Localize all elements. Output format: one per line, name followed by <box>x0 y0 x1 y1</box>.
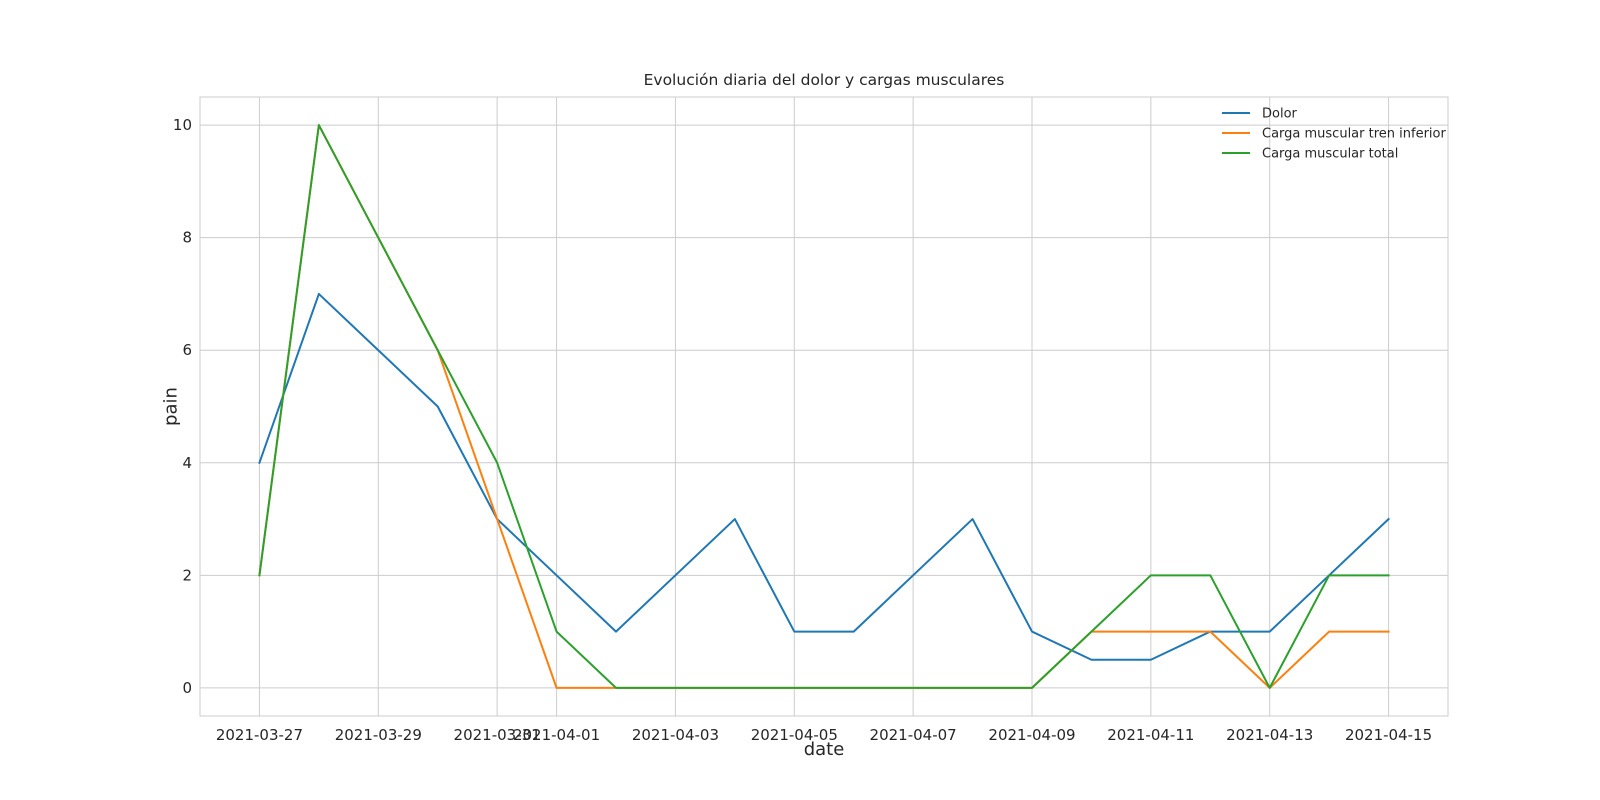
legend-label: Carga muscular tren inferior <box>1262 127 1446 142</box>
legend: Dolor Carga muscular tren inferior Carga m… <box>1222 107 1446 162</box>
y-tick-label: 0 <box>182 679 192 697</box>
plot-frame <box>199 96 1449 717</box>
series-lines <box>258 124 1390 689</box>
grid <box>200 97 1448 716</box>
y-tick-label: 4 <box>182 454 192 472</box>
y-tick-label: 6 <box>182 341 192 359</box>
x-tick-label: 2021-04-15 <box>1345 726 1432 744</box>
x-tick-label: 2021-04-03 <box>632 726 719 744</box>
y-tick-label: 2 <box>182 566 192 584</box>
x-tick-label: 2021-04-11 <box>1107 726 1194 744</box>
y-tick-label: 8 <box>182 229 192 247</box>
legend-label: Dolor <box>1262 107 1298 122</box>
x-tick-label: 2021-04-05 <box>751 726 838 744</box>
y-tick-label: 10 <box>173 116 192 134</box>
x-tick-label: 2021-04-09 <box>988 726 1075 744</box>
chart-title: Evolución diaria del dolor y cargas musc… <box>644 71 1005 89</box>
x-axis-label: date <box>804 739 845 760</box>
x-tick-label: 2021-03-29 <box>335 726 422 744</box>
x-tick-label: 2021-04-07 <box>870 726 957 744</box>
legend-label: Carga muscular total <box>1262 147 1398 162</box>
x-tick-label: 2021-03-31 <box>454 726 541 744</box>
tick-labels: 2021-03-27 2021-03-29 2021-03-312021-04-01… <box>173 116 1432 744</box>
series-line-3 <box>258 124 1390 689</box>
x-tick-label: 2021-04-01 <box>513 726 600 744</box>
series-line-1 <box>258 292 1390 661</box>
x-tick-label: 2021-04-13 <box>1226 726 1313 744</box>
y-axis-label: pain <box>160 387 181 426</box>
x-tick-label: 2021-03-27 <box>216 726 303 744</box>
